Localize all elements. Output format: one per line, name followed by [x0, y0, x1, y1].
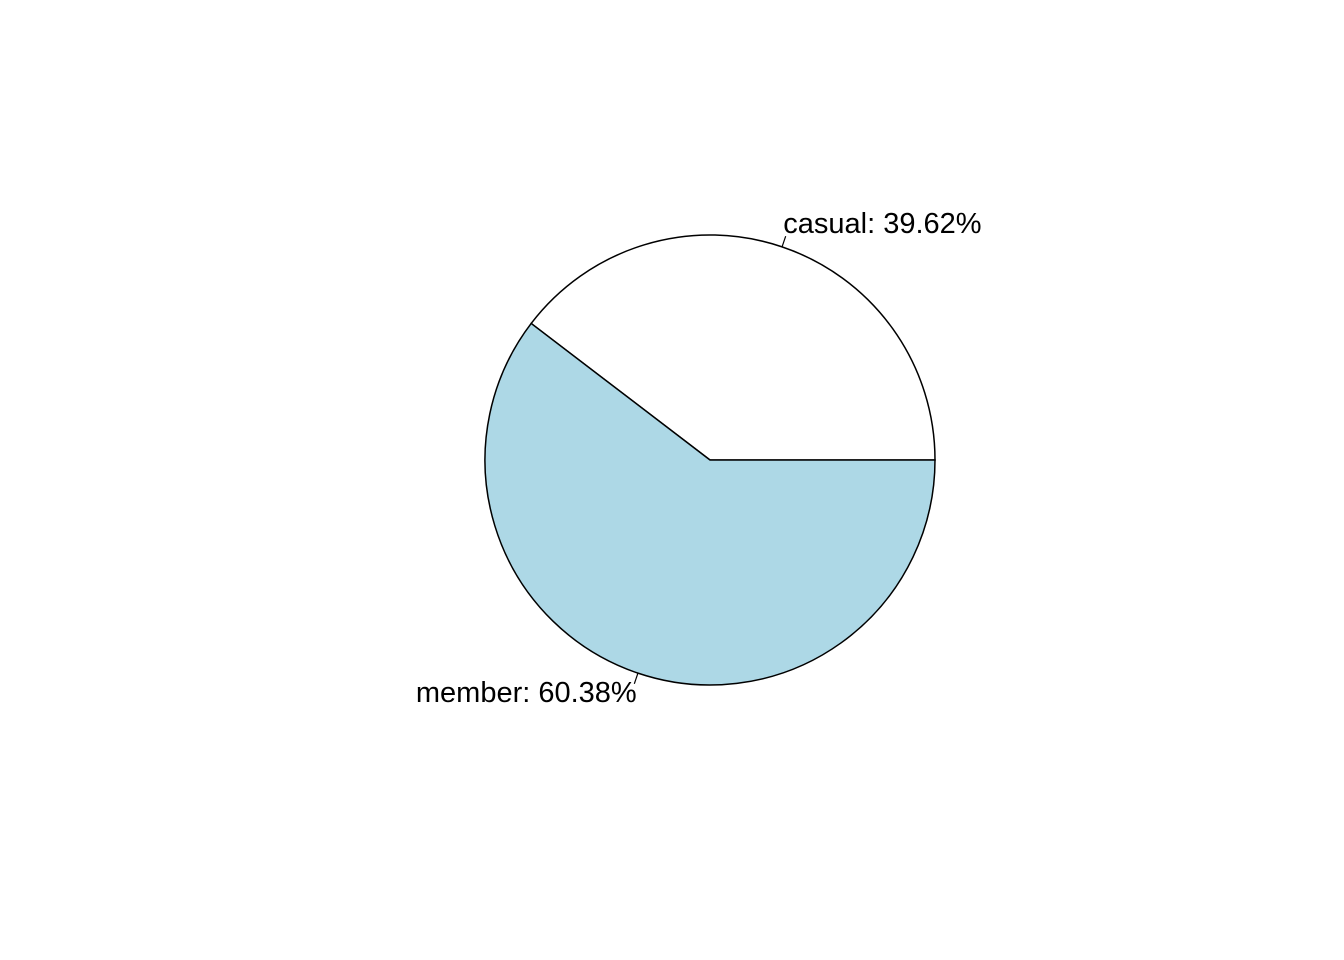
- pie-slice-member: [484, 322, 936, 686]
- slice-labels: casual: 39.62% member: 60.38%: [416, 208, 982, 709]
- slice-label-casual: casual: 39.62%: [783, 208, 981, 240]
- slice-label-member: member: 60.38%: [416, 677, 637, 709]
- leader-line-member: [633, 672, 639, 684]
- leader-line-casual: [781, 236, 787, 248]
- pie-slices: [484, 234, 936, 686]
- pie-slice-casual: [530, 234, 936, 461]
- label-leader-lines: [633, 236, 787, 684]
